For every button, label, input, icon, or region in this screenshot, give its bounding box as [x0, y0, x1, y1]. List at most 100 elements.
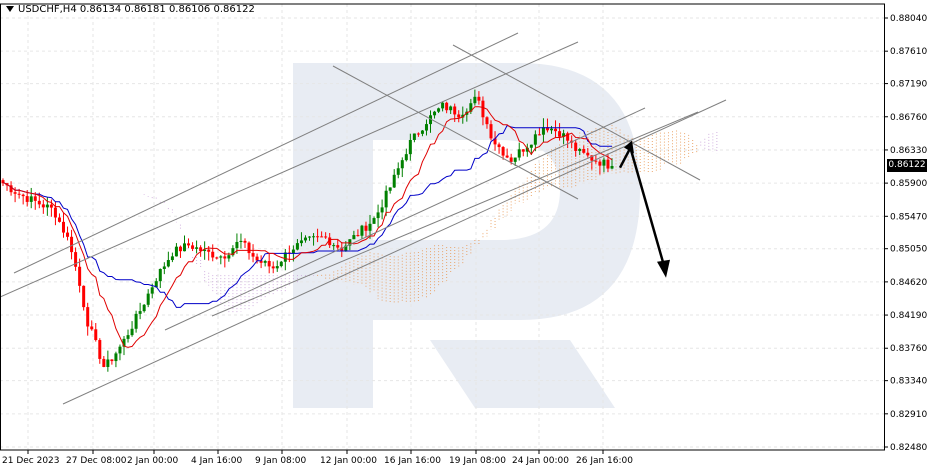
- candle-body: [433, 111, 437, 116]
- candle-body: [295, 243, 299, 250]
- dropdown-triangle-icon[interactable]: [6, 6, 14, 12]
- candle-body: [586, 152, 590, 156]
- candle-body: [78, 266, 82, 286]
- candle-body: [174, 246, 178, 257]
- y-tick-label: 0.86330: [890, 146, 927, 156]
- candle-body: [21, 194, 25, 197]
- candle-body: [267, 260, 271, 267]
- y-tick-label: 0.86760: [890, 113, 927, 123]
- ohlc-values: 0.86134 0.86181 0.86106 0.86122: [79, 4, 255, 15]
- candle-body: [521, 149, 525, 152]
- candle-body: [283, 252, 287, 262]
- candle-body: [380, 207, 384, 213]
- x-tick-label: 21 Dec 2023: [2, 456, 60, 466]
- candle-body: [203, 249, 207, 252]
- x-tick-label: 2 Jan 00:00: [127, 456, 179, 466]
- candle-body: [118, 346, 122, 354]
- y-tick-label: 0.88040: [890, 14, 927, 24]
- y-tick-label: 0.87610: [890, 47, 927, 57]
- candle-body: [384, 190, 388, 208]
- candle-body: [441, 102, 445, 109]
- plot-frame: [0, 3, 885, 451]
- candle-body: [606, 159, 610, 169]
- ichimoku-lines: [2, 106, 613, 348]
- candle-body: [332, 245, 336, 247]
- candle-body: [312, 236, 316, 238]
- candle-body: [134, 313, 138, 329]
- candle-body: [372, 218, 376, 224]
- trend-line: [452, 44, 701, 181]
- candle-body: [545, 127, 549, 131]
- candle-body: [469, 103, 473, 112]
- forecast-arrowhead-down: [657, 259, 670, 278]
- candle-body: [566, 133, 570, 141]
- candle-body: [227, 255, 231, 259]
- candle-body: [525, 147, 529, 152]
- candle-body: [13, 192, 17, 194]
- candle-body: [360, 225, 364, 236]
- forecast-arrow-down: [628, 146, 666, 267]
- candle-body: [554, 128, 558, 132]
- candle-body: [53, 207, 57, 218]
- candle-body: [505, 155, 509, 158]
- candle-body: [550, 128, 554, 131]
- candle-body: [457, 114, 461, 118]
- candle-body: [493, 138, 497, 145]
- candle-body: [199, 247, 203, 252]
- symbol-label: USDCHF,H4: [18, 4, 77, 15]
- candle-body: [578, 148, 582, 151]
- candle-body: [368, 223, 372, 231]
- candle-body: [420, 130, 424, 134]
- candle-body: [219, 256, 223, 258]
- candle-body: [513, 157, 517, 162]
- candle-body: [408, 139, 412, 155]
- candle-body: [126, 335, 130, 339]
- candle-body: [356, 235, 360, 237]
- candle-body: [66, 232, 70, 237]
- chart-header: USDCHF,H4 0.86134 0.86181 0.86106 0.8612…: [6, 4, 255, 15]
- candle-body: [45, 204, 49, 208]
- candle-body: [41, 204, 45, 208]
- candle-body: [461, 114, 465, 118]
- candle-body: [74, 252, 78, 267]
- candle-body: [610, 165, 614, 169]
- x-tick-label: 16 Jan 16:00: [384, 456, 441, 466]
- candle-body: [404, 154, 408, 161]
- candle-body: [207, 249, 211, 252]
- candle-body: [303, 237, 307, 241]
- x-tick-label: 27 Dec 08:00: [66, 456, 127, 466]
- y-tick-label: 0.83340: [890, 377, 927, 387]
- candle-body: [1, 180, 5, 184]
- candle-body: [416, 133, 420, 135]
- candle-body: [235, 241, 239, 249]
- y-tick-label: 0.85470: [890, 212, 927, 222]
- candle-body: [497, 144, 501, 148]
- candle-body: [98, 340, 102, 359]
- candle-body: [412, 133, 416, 140]
- candle-body: [17, 193, 21, 195]
- candle-body: [598, 161, 602, 166]
- candle-body: [211, 251, 215, 258]
- candle-body: [336, 245, 340, 248]
- candle-body: [533, 134, 537, 145]
- x-tick-label: 19 Jan 08:00: [449, 456, 506, 466]
- y-tick-label: 0.84620: [890, 278, 927, 288]
- candle-body: [590, 155, 594, 161]
- candle-body: [106, 359, 110, 367]
- candle-body: [541, 127, 545, 135]
- candle-body: [582, 148, 586, 153]
- candle-body: [61, 221, 65, 233]
- trend-line: [13, 32, 519, 274]
- current-price-label: 0.86122: [887, 159, 927, 172]
- candle-body: [594, 160, 598, 162]
- candle-body: [247, 242, 251, 254]
- candle-body: [263, 260, 267, 263]
- forecast-arrow-up: [618, 147, 632, 169]
- candle-body: [602, 159, 606, 166]
- candle-body: [158, 268, 162, 282]
- y-tick-label: 0.84190: [890, 311, 927, 321]
- y-tick-label: 0.87190: [890, 80, 927, 90]
- candle-body: [489, 124, 493, 139]
- y-tick-label: 0.85050: [890, 245, 927, 255]
